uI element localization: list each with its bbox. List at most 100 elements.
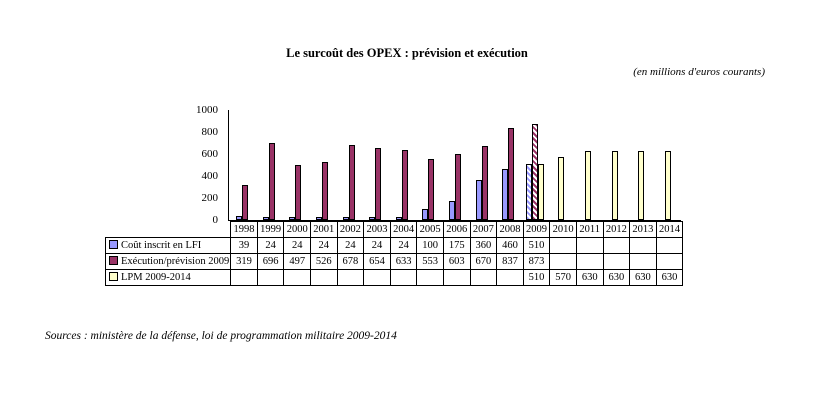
value-cell: 24 (256, 237, 285, 254)
bar-group (335, 110, 362, 220)
value-cell: 24 (389, 237, 418, 254)
value-cell (602, 253, 631, 270)
bar-series-2 (585, 150, 592, 220)
bar-group (389, 110, 416, 220)
year-cell: 2003 (363, 221, 391, 238)
legend-item: Exécution/prévision 2009 (104, 253, 232, 270)
value-cell (496, 269, 524, 286)
value-cell (602, 237, 631, 254)
value-cell: 100 (416, 237, 444, 254)
bar-series-1 (531, 123, 538, 220)
bar-group (522, 110, 549, 220)
bar-series-0 (502, 169, 509, 220)
plot-area-inner (229, 110, 681, 220)
value-cell: 696 (256, 253, 285, 270)
bar-group (495, 110, 522, 220)
year-cell: 2010 (549, 221, 577, 238)
bar-series-0 (342, 217, 349, 220)
bar-series-2 (611, 150, 618, 220)
chart-subtitle: (en millions d'euros courants) (633, 66, 765, 78)
value-cell: 24 (363, 237, 391, 254)
year-cell: 2005 (416, 221, 444, 238)
bar-series-0 (422, 209, 429, 220)
bar-series-0 (475, 180, 482, 220)
value-cell: 570 (549, 269, 577, 286)
plot-area (228, 110, 681, 221)
bar-group (362, 110, 389, 220)
value-cell: 526 (309, 253, 338, 270)
year-cell: 2007 (469, 221, 498, 238)
value-cell: 24 (309, 237, 338, 254)
year-cell: 1998 (230, 221, 258, 238)
table-corner-cell (106, 222, 231, 238)
value-cell (575, 253, 604, 270)
bar-series-1 (428, 159, 435, 220)
bar-group (256, 110, 283, 220)
bar-series-0 (395, 217, 402, 220)
legend-label: Exécution/prévision 2009 (121, 256, 230, 267)
bar-group (442, 110, 469, 220)
year-cell: 2002 (336, 221, 365, 238)
year-cell: 2012 (602, 221, 631, 238)
bar-group (628, 110, 655, 220)
year-cell: 2008 (496, 221, 524, 238)
y-tick-label: 600 (201, 148, 219, 160)
bar-group (229, 110, 256, 220)
value-cell: 630 (655, 269, 684, 286)
bar-series-2 (537, 163, 544, 220)
legend-label: LPM 2009-2014 (121, 272, 191, 283)
y-tick-label: 800 (201, 126, 219, 138)
bar-group (575, 110, 602, 220)
bar-series-0 (236, 215, 243, 220)
bar-series-2 (638, 150, 645, 220)
value-cell (549, 253, 577, 270)
value-cell (283, 269, 311, 286)
bar-group (309, 110, 336, 220)
value-cell: 497 (283, 253, 311, 270)
value-cell: 319 (230, 253, 258, 270)
year-cell: 2001 (309, 221, 338, 238)
year-cell: 2011 (575, 221, 604, 238)
bar-series-0 (289, 217, 296, 220)
value-cell: 603 (442, 253, 471, 270)
value-cell: 630 (575, 269, 604, 286)
legend-swatch (109, 272, 118, 281)
y-tick-label: 400 (201, 170, 219, 182)
value-cell (655, 253, 684, 270)
year-cell: 2009 (522, 221, 551, 238)
value-cell (442, 269, 471, 286)
year-cell: 1999 (256, 221, 285, 238)
bar-series-2 (664, 150, 671, 220)
y-axis: 0 200 400 600 800 1000 (184, 105, 224, 226)
value-cell: 670 (469, 253, 498, 270)
y-tick-label: 1000 (196, 104, 218, 116)
value-cell (363, 269, 391, 286)
table-row: LPM 2009-2014 510 570 630 630 630 630 (104, 269, 684, 286)
value-cell: 39 (230, 237, 258, 254)
value-cell: 24 (336, 237, 365, 254)
value-cell (629, 237, 657, 254)
value-cell: 175 (442, 237, 471, 254)
value-cell (549, 237, 577, 254)
value-cell (336, 269, 365, 286)
bar-series-1 (268, 143, 275, 220)
y-tick-label: 0 (212, 214, 219, 226)
bar-series-0 (262, 217, 269, 220)
bar-series-0 (369, 217, 376, 220)
bar-group (415, 110, 442, 220)
year-cell: 2006 (442, 221, 471, 238)
bar-series-0 (449, 200, 456, 220)
data-table: 1998 1999 2000 2001 2002 2003 2004 2005 2006 2007… (104, 221, 684, 286)
value-cell (469, 269, 498, 286)
bar-series-0 (316, 217, 323, 220)
bar-series-1 (375, 148, 382, 220)
year-cell: 2004 (389, 221, 418, 238)
value-cell: 654 (363, 253, 391, 270)
legend-item: Coût inscrit en LFI (104, 237, 232, 254)
value-cell (575, 237, 604, 254)
value-cell (655, 237, 684, 254)
value-cell: 633 (389, 253, 418, 270)
chart-title: Le surcoût des OPEX : prévision et exécu… (286, 46, 528, 60)
legend-item: LPM 2009-2014 (104, 269, 232, 286)
